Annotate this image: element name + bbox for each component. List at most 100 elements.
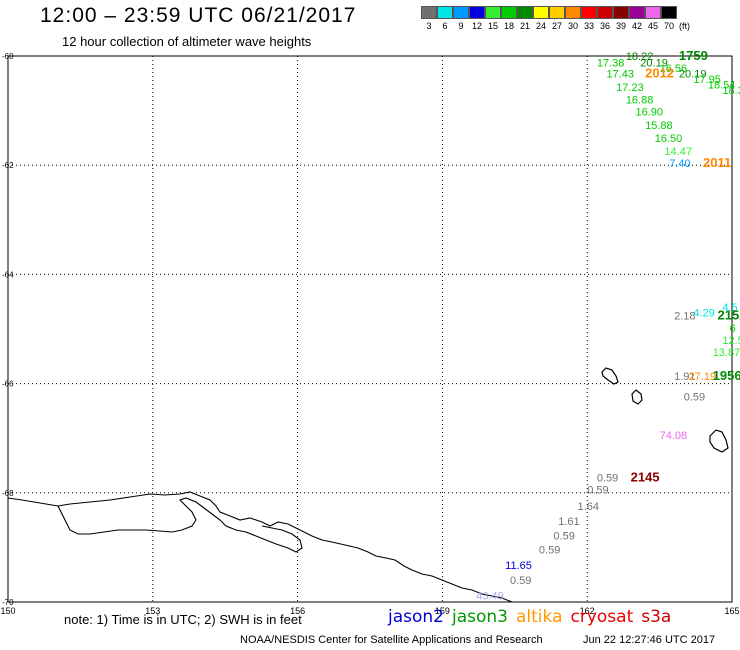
mission-legend: jason2 jason3 altika cryosat s3a: [388, 607, 679, 627]
wave-height-label: 1.61: [558, 516, 579, 528]
pass-time-label: 2011: [703, 155, 731, 170]
legend-swatches: [421, 6, 690, 19]
wave-height-label: 17.43: [607, 68, 635, 80]
generation-timestamp: Jun 22 12:27:46 UTC 2017: [583, 634, 716, 646]
island-1: [601, 367, 619, 385]
legend-label: 39: [615, 21, 626, 31]
legend-label: 36: [599, 21, 610, 31]
map-grid: [8, 56, 732, 602]
wave-height-label: 15.88: [645, 120, 673, 132]
legend-swatch: [485, 6, 501, 19]
footer-note: note: 1) Time is in UTC; 2) SWH is in fe…: [64, 612, 302, 627]
legend-swatch: [549, 6, 565, 19]
legend-label: 27: [551, 21, 562, 31]
wave-height-label: 74.08: [660, 430, 688, 442]
legend-label: 70: [663, 21, 674, 31]
lat-tick-label: -60: [2, 52, 14, 61]
legend-swatch: [453, 6, 469, 19]
legend-label: 42: [631, 21, 642, 31]
mission-altika: altika: [516, 607, 563, 627]
color-scale-legend: 3 6 9 12 15 18 21 24 27 30 33 36 39 42 45 70 (ft): [421, 6, 690, 31]
wave-height-label: 17.38: [597, 58, 625, 70]
wave-height-label: 4.5: [722, 302, 737, 314]
legend-swatch: [565, 6, 581, 19]
axis-tick-labels: 150 153 156 159 162 165 -60 -62 -64 -66 -68 -70: [0, 52, 739, 616]
legend-label: 12: [471, 21, 482, 31]
legend-swatch: [533, 6, 549, 19]
legend-label: 45: [647, 21, 658, 31]
wave-height-label: 1.91: [674, 371, 695, 383]
wave-height-label: 11.65: [505, 560, 532, 572]
island-2: [631, 389, 643, 405]
legend-label: 21: [519, 21, 530, 31]
wave-height-label: 43.49: [476, 590, 504, 602]
wave-height-label: 4.29: [693, 308, 714, 320]
legend-swatch: [437, 6, 453, 19]
map-subtitle: 12 hour collection of altimeter wave hei…: [62, 34, 312, 49]
lat-tick-label: -66: [2, 380, 14, 389]
lon-tick-label: 156: [290, 606, 305, 616]
map-frame: [7, 55, 733, 603]
wave-height-label: 18.54: [708, 79, 736, 91]
wave-height-label: 0.59: [553, 530, 574, 542]
coastline: [7, 491, 513, 603]
wave-height-label: 18.31: [722, 85, 740, 97]
pass-time-label: 1956: [713, 368, 740, 383]
legend-label: 9: [458, 21, 464, 31]
wave-height-label: 16.50: [655, 133, 683, 145]
wave-height-label: 20.19: [640, 58, 668, 70]
legend-label: 33: [583, 21, 594, 31]
wave-height-label: 0.59: [597, 473, 618, 485]
pass-time-label: 2012: [645, 65, 674, 80]
lat-tick-label: -70: [2, 598, 14, 607]
legend-labels: 3 6 9 12 15 18 21 24 27 30 33 36 39 42 45 70 (ft): [421, 21, 690, 31]
wave-height-label: 6: [730, 323, 736, 335]
island-3: [709, 429, 729, 453]
wave-height-label: 7.40: [669, 158, 690, 170]
pass-time-label: 1759: [679, 48, 708, 63]
pass-time-label: 2145: [631, 470, 660, 485]
lat-tick-label: -62: [2, 161, 14, 170]
legend-label: 18: [503, 21, 514, 31]
wave-height-label: 16.56: [660, 63, 688, 75]
wave-height-label: 20.19: [679, 68, 707, 80]
wave-height-label: 0.59: [539, 545, 560, 557]
mission-s3a: s3a: [641, 607, 672, 627]
legend-swatch: [517, 6, 533, 19]
lon-tick-label: 150: [0, 606, 15, 616]
lat-tick-label: -68: [2, 489, 14, 498]
legend-label: 24: [535, 21, 546, 31]
mission-jason2: jason2: [388, 607, 444, 627]
wave-height-label: 17.95: [693, 74, 721, 86]
wave-height-label: 0.59: [587, 485, 608, 497]
mission-jason3: jason3: [452, 607, 508, 627]
wave-height-label: 14.47: [664, 146, 692, 158]
wave-height-label: 17.23: [616, 82, 644, 94]
legend-swatch: [581, 6, 597, 19]
wave-height-label: 1.64: [578, 501, 599, 513]
wave-height-label: 2.18: [674, 310, 695, 322]
wave-height-label: 0.59: [684, 392, 705, 404]
legend-swatch: [613, 6, 629, 19]
legend-swatch: [645, 6, 661, 19]
wave-height-label: 12.5: [722, 335, 740, 347]
legend-swatch: [661, 6, 677, 19]
lon-tick-label: 159: [435, 606, 450, 616]
ice-shelf-outline: [57, 497, 303, 553]
legend-swatch: [421, 6, 437, 19]
wave-height-label: 13.87: [713, 347, 740, 359]
legend-label: 15: [487, 21, 498, 31]
lat-tick-label: -64: [2, 270, 14, 279]
lon-tick-label: 165: [724, 606, 739, 616]
wave-height-label: 16.88: [626, 95, 654, 107]
legend-swatch: [469, 6, 485, 19]
wave-height-label: 18.22: [626, 51, 654, 63]
lon-tick-label: 162: [580, 606, 595, 616]
legend-unit: (ft): [679, 21, 690, 31]
wave-height-label: 0.59: [510, 575, 531, 587]
lon-tick-label: 153: [145, 606, 160, 616]
pass-time-label: 2152: [718, 307, 740, 322]
legend-label: 6: [442, 21, 448, 31]
